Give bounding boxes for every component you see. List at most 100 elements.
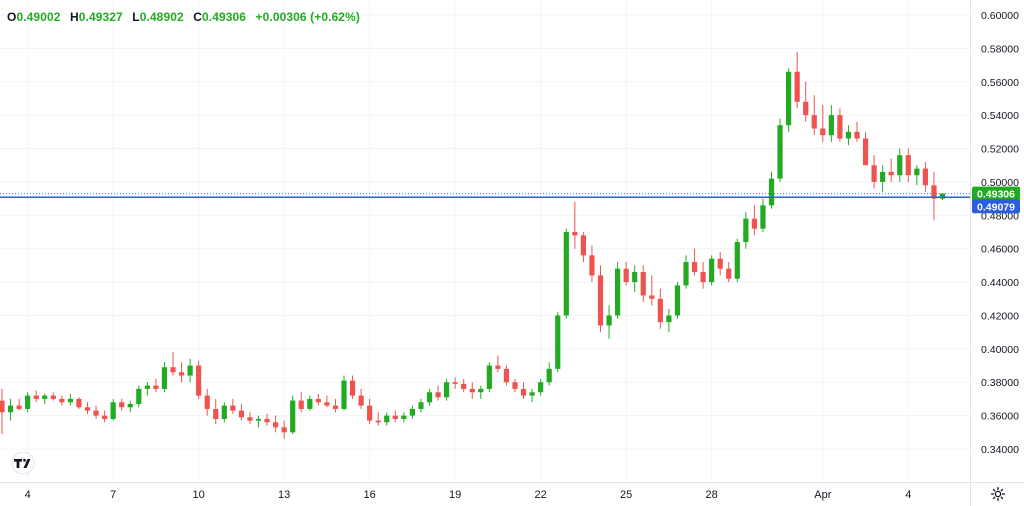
line-price-badge	[972, 199, 1020, 214]
candle-body	[888, 171, 894, 176]
price-line	[0, 193, 970, 199]
candle-body	[375, 420, 381, 423]
y-tick-label: 0.36000	[981, 411, 1019, 423]
candle-body	[649, 295, 655, 299]
last-price-badge	[972, 186, 1020, 201]
candle-body	[67, 398, 73, 403]
candle-body	[33, 395, 39, 399]
candle-body	[435, 392, 441, 398]
candle-body	[597, 275, 604, 326]
candle-body	[119, 402, 125, 408]
candle-body	[281, 427, 287, 433]
y-tick-label: 0.54000	[981, 110, 1019, 122]
candle-body	[161, 367, 168, 389]
candle-body	[238, 410, 244, 418]
candle-body	[392, 415, 398, 419]
y-tick-label: 0.38000	[981, 377, 1019, 389]
candle-body	[332, 405, 339, 409]
candle-body	[273, 422, 279, 428]
candle-body	[486, 365, 492, 389]
high-value: 0.49327	[78, 10, 123, 24]
y-tick-label: 0.34000	[981, 444, 1019, 456]
candle-body	[461, 383, 467, 389]
x-tick-label: Apr	[814, 489, 831, 501]
grid-lines	[0, 0, 970, 482]
gear-icon[interactable]	[990, 486, 1006, 502]
candle-body	[50, 395, 56, 399]
x-tick-label: 22	[535, 489, 547, 501]
candle-body	[897, 155, 903, 176]
candle-body	[0, 400, 5, 413]
time-axis[interactable]: 4 7 10 13 16 19 22 25 28 Apr 4	[0, 482, 1024, 502]
candle-body	[786, 71, 792, 126]
candle-body	[922, 168, 928, 186]
candle-body	[871, 165, 877, 182]
x-tick-label: 16	[364, 489, 376, 501]
candle-body	[315, 398, 321, 403]
candle-body	[700, 272, 706, 283]
x-tick-label: 19	[449, 489, 461, 501]
close-key: C	[193, 10, 202, 24]
close-value: 0.49306	[201, 10, 247, 24]
x-tick-label: 7	[110, 489, 116, 501]
line-price-label: 0.49079	[977, 201, 1015, 213]
y-tick-label: 0.58000	[981, 43, 1019, 55]
candle-body	[914, 168, 920, 176]
open-value: 0.49002	[16, 10, 61, 24]
y-tick-label: 0.60000	[981, 10, 1019, 22]
candle-body	[503, 368, 510, 383]
candle-body	[512, 382, 518, 389]
candle-body	[717, 258, 723, 269]
x-tick-label: 10	[193, 489, 205, 501]
candle-body	[538, 382, 544, 393]
candle-body	[25, 395, 31, 409]
y-tick-label: 0.40000	[981, 344, 1019, 356]
candle-body	[563, 232, 569, 316]
candle-body	[495, 365, 501, 369]
candle-body	[349, 380, 356, 396]
candle-body	[683, 262, 689, 286]
candle-body	[820, 128, 826, 136]
candle-body	[144, 385, 150, 389]
y-tick-label: 0.44000	[981, 277, 1019, 289]
y-tick-label: 0.46000	[981, 244, 1019, 256]
candle-body	[204, 395, 210, 409]
candle-body	[418, 402, 424, 409]
low-key: L	[132, 10, 140, 24]
tradingview-logo-icon[interactable]	[8, 452, 38, 474]
candle-body	[615, 268, 621, 316]
candle-body	[16, 405, 22, 409]
y-tick-label: 0.42000	[981, 310, 1019, 322]
candle-body	[751, 218, 757, 229]
change-value: +0.00306 (+0.62%)	[255, 10, 360, 24]
candle-body	[580, 235, 586, 256]
candle-body	[691, 262, 698, 273]
y-tick-label: 0.52000	[981, 144, 1019, 156]
candle-body	[170, 367, 176, 373]
candle-body	[255, 418, 262, 421]
candle-body	[657, 298, 663, 323]
candles	[0, 51, 946, 439]
candle-body	[529, 392, 535, 396]
candle-body	[854, 131, 860, 139]
candle-body	[905, 155, 911, 176]
candle-body	[93, 410, 99, 416]
price-axis[interactable]: 0.60000 0.58000 0.56000 0.54000 0.52000 0.500…	[970, 0, 1021, 506]
candle-body	[298, 400, 304, 409]
candle-body	[555, 315, 561, 369]
candle-body	[726, 268, 732, 279]
candle-body	[324, 402, 330, 406]
candle-body	[828, 115, 834, 136]
candle-body	[520, 388, 527, 396]
candle-body	[734, 242, 740, 279]
x-tick-label: 13	[278, 489, 290, 501]
x-tick-label: 25	[620, 489, 632, 501]
candle-body	[632, 272, 638, 283]
x-tick-label: 4	[905, 489, 911, 501]
candle-body	[939, 193, 946, 199]
candle-body	[674, 285, 681, 316]
candle-body	[880, 171, 886, 182]
y-tick-label: 0.56000	[981, 77, 1019, 89]
candle-body	[811, 115, 817, 129]
